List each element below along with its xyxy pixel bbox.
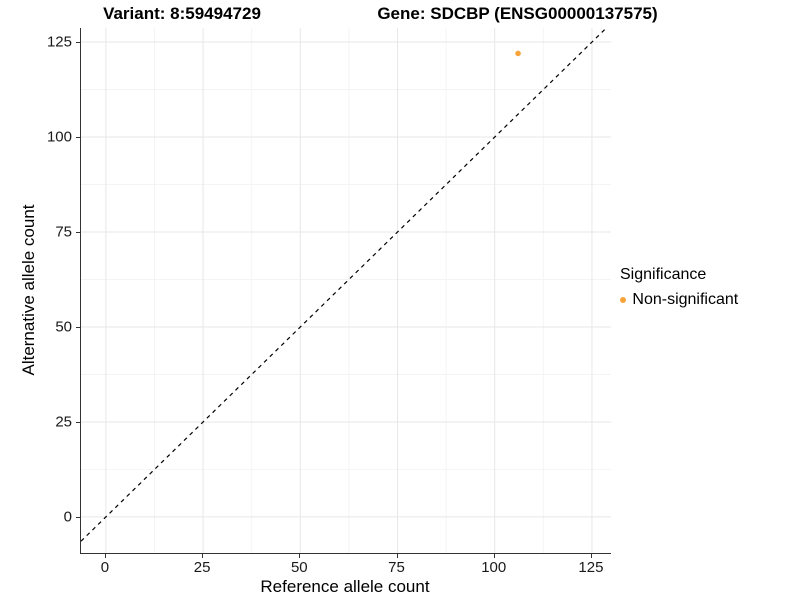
x-tick-label: 50 [290, 559, 308, 576]
x-tick-label: 100 [481, 559, 507, 576]
plot-svg [81, 28, 611, 553]
x-tick-mark [104, 554, 106, 558]
y-tick-label: 50 [55, 318, 72, 336]
x-tick-label: 25 [193, 559, 211, 576]
y-tick-label: 25 [55, 413, 72, 431]
legend-point-icon [620, 296, 627, 304]
y-tick-mark [76, 516, 80, 518]
x-tick-label: 75 [388, 559, 405, 576]
legend-item-non-significant: Non-significant [620, 291, 738, 309]
identity-line [81, 28, 607, 542]
y-tick-mark [76, 137, 80, 139]
x-tick-mark [202, 554, 204, 558]
y-axis-title: Alternative allele count [19, 204, 38, 376]
legend-title: Significance [620, 266, 707, 283]
legend: Significance Non-significant [620, 266, 738, 309]
legend-item-label: Non-significant [632, 291, 739, 308]
x-tick-mark [590, 554, 592, 558]
y-tick-mark [76, 421, 80, 423]
plot-panel [80, 28, 611, 554]
x-tick-label: 125 [578, 559, 604, 576]
x-tick-mark [396, 554, 398, 558]
y-tick-mark [76, 231, 80, 233]
x-tick-label: 0 [100, 559, 110, 576]
x-axis-title: Reference allele count [260, 577, 430, 596]
y-tick-label: 125 [46, 33, 72, 51]
x-tick-mark [493, 554, 495, 558]
y-tick-label: 75 [55, 223, 72, 241]
y-tick-label: 0 [63, 508, 72, 526]
y-tick-mark [76, 42, 80, 44]
x-tick-mark [299, 554, 301, 558]
plot-title-gene: Gene: SDCBP (ENSG00000137575) [377, 4, 658, 23]
y-tick-label: 100 [46, 128, 72, 146]
data-point [515, 50, 521, 57]
y-tick-mark [76, 326, 80, 328]
plot-title-variant: Variant: 8:59494729 [103, 4, 261, 23]
